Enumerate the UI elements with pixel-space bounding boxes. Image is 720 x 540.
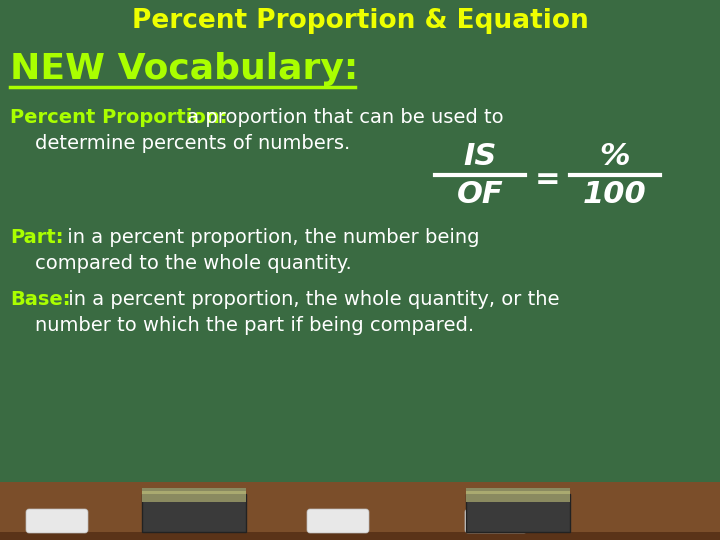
Text: in a percent proportion, the whole quantity, or the: in a percent proportion, the whole quant… [62, 290, 559, 309]
Text: a proportion that can be used to: a proportion that can be used to [181, 108, 503, 127]
FancyBboxPatch shape [465, 509, 527, 533]
Text: %: % [600, 142, 630, 171]
Text: Base:: Base: [10, 290, 71, 309]
Bar [466, 491, 570, 494]
Text: IS: IS [463, 142, 497, 171]
Bar [0, 532, 720, 540]
Bar [466, 488, 570, 502]
Bar [142, 488, 246, 502]
FancyBboxPatch shape [307, 509, 369, 533]
Text: compared to the whole quantity.: compared to the whole quantity. [10, 254, 352, 273]
Text: in a percent proportion, the number being: in a percent proportion, the number bein… [61, 228, 480, 247]
Text: number to which the part if being compared.: number to which the part if being compar… [10, 316, 474, 335]
Text: =: = [535, 165, 561, 193]
Text: Part:: Part: [10, 228, 63, 247]
FancyBboxPatch shape [26, 509, 88, 533]
Text: NEW Vocabulary:: NEW Vocabulary: [10, 52, 359, 86]
Text: Percent Proportion:: Percent Proportion: [10, 108, 228, 127]
Text: determine percents of numbers.: determine percents of numbers. [10, 134, 350, 153]
Text: OF: OF [456, 180, 503, 209]
Text: 100: 100 [583, 180, 647, 209]
Text: Percent Proportion & Equation: Percent Proportion & Equation [132, 8, 588, 34]
Bar [142, 491, 246, 494]
Bar [142, 494, 246, 532]
Bar [0, 482, 720, 540]
Bar [466, 494, 570, 532]
